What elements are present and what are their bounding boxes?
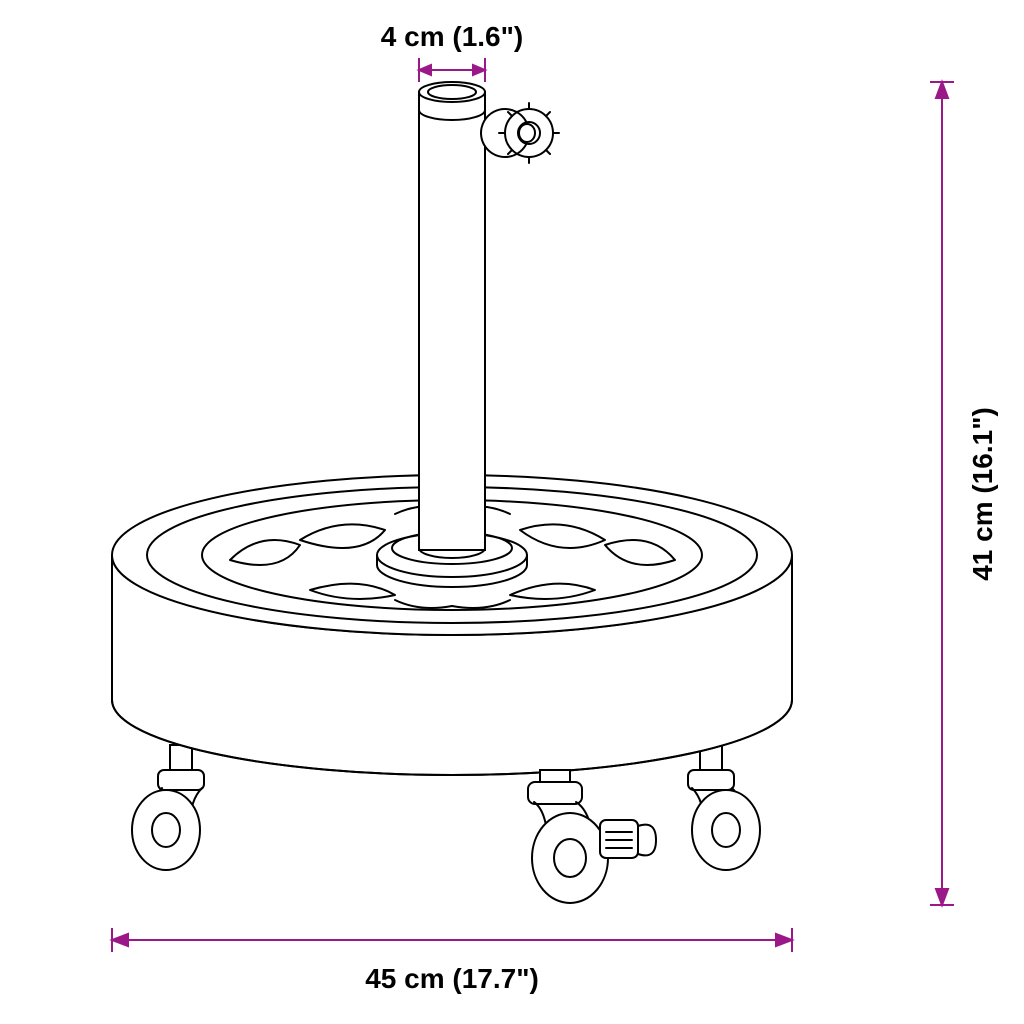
diagram-canvas: 4 cm (1.6") 45 cm (17.7") 41 cm (16.1")	[0, 0, 1024, 1024]
dim-tube	[419, 58, 485, 82]
dim-width-label: 45 cm (17.7")	[365, 963, 539, 994]
tightening-knob	[481, 103, 559, 163]
dim-tube-label: 4 cm (1.6")	[381, 21, 523, 52]
dim-width	[112, 928, 792, 952]
dim-height	[930, 82, 954, 905]
tube	[419, 82, 485, 558]
dim-height-label: 41 cm (16.1")	[967, 407, 998, 581]
wheel-front	[528, 770, 656, 903]
